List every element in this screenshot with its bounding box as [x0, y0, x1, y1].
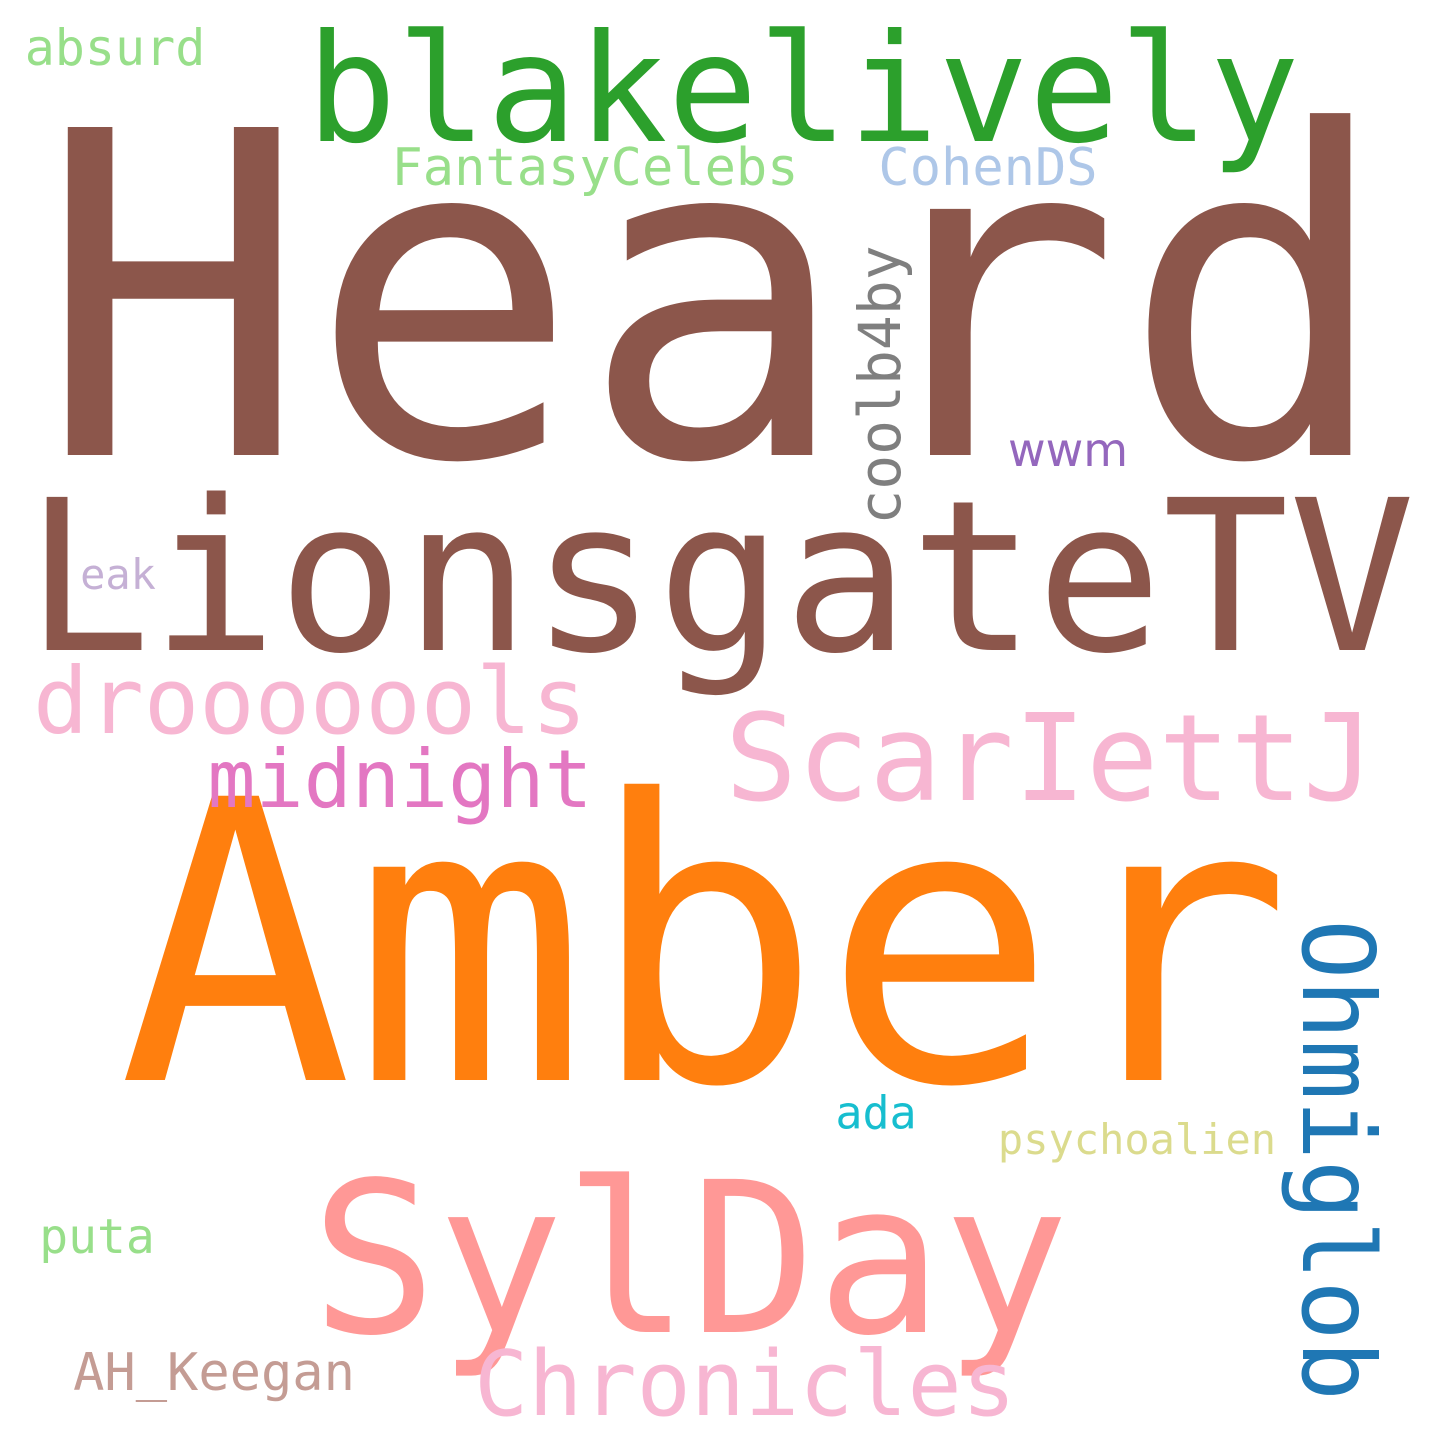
- word-wwm: wwm: [1007, 423, 1129, 477]
- word-amber: Amber: [118, 718, 1292, 1172]
- word-coolb4by: coolb4by: [846, 245, 914, 525]
- word-cohends: CohenDS: [878, 138, 1098, 198]
- word-eak: eak: [80, 550, 156, 599]
- word-absurd: absurd: [24, 19, 206, 77]
- word-chronicles: Chronicles: [474, 1332, 1016, 1437]
- word-ohmiglob: Ohmiglob: [1279, 919, 1396, 1401]
- word-midnight: midnight: [207, 733, 593, 826]
- word-scarlettj: ScarIettJ: [724, 690, 1376, 829]
- word-fantasycelebs: FantasyCelebs: [391, 138, 799, 198]
- word-puta: puta: [39, 1209, 155, 1265]
- word-lionsgatetv: LionsgateTV: [24, 455, 1416, 700]
- word-ada: ada: [835, 1086, 917, 1140]
- word-psychoalien: psychoalien: [997, 1115, 1277, 1164]
- word-drooooools: drooooools: [33, 648, 587, 755]
- word-ah-keegan: AH_Keegan: [73, 1343, 355, 1403]
- word-sylday: SylDay: [310, 1137, 1070, 1382]
- word-blakelively: blakelively: [306, 3, 1300, 177]
- word-heard: Heard: [37, 38, 1393, 562]
